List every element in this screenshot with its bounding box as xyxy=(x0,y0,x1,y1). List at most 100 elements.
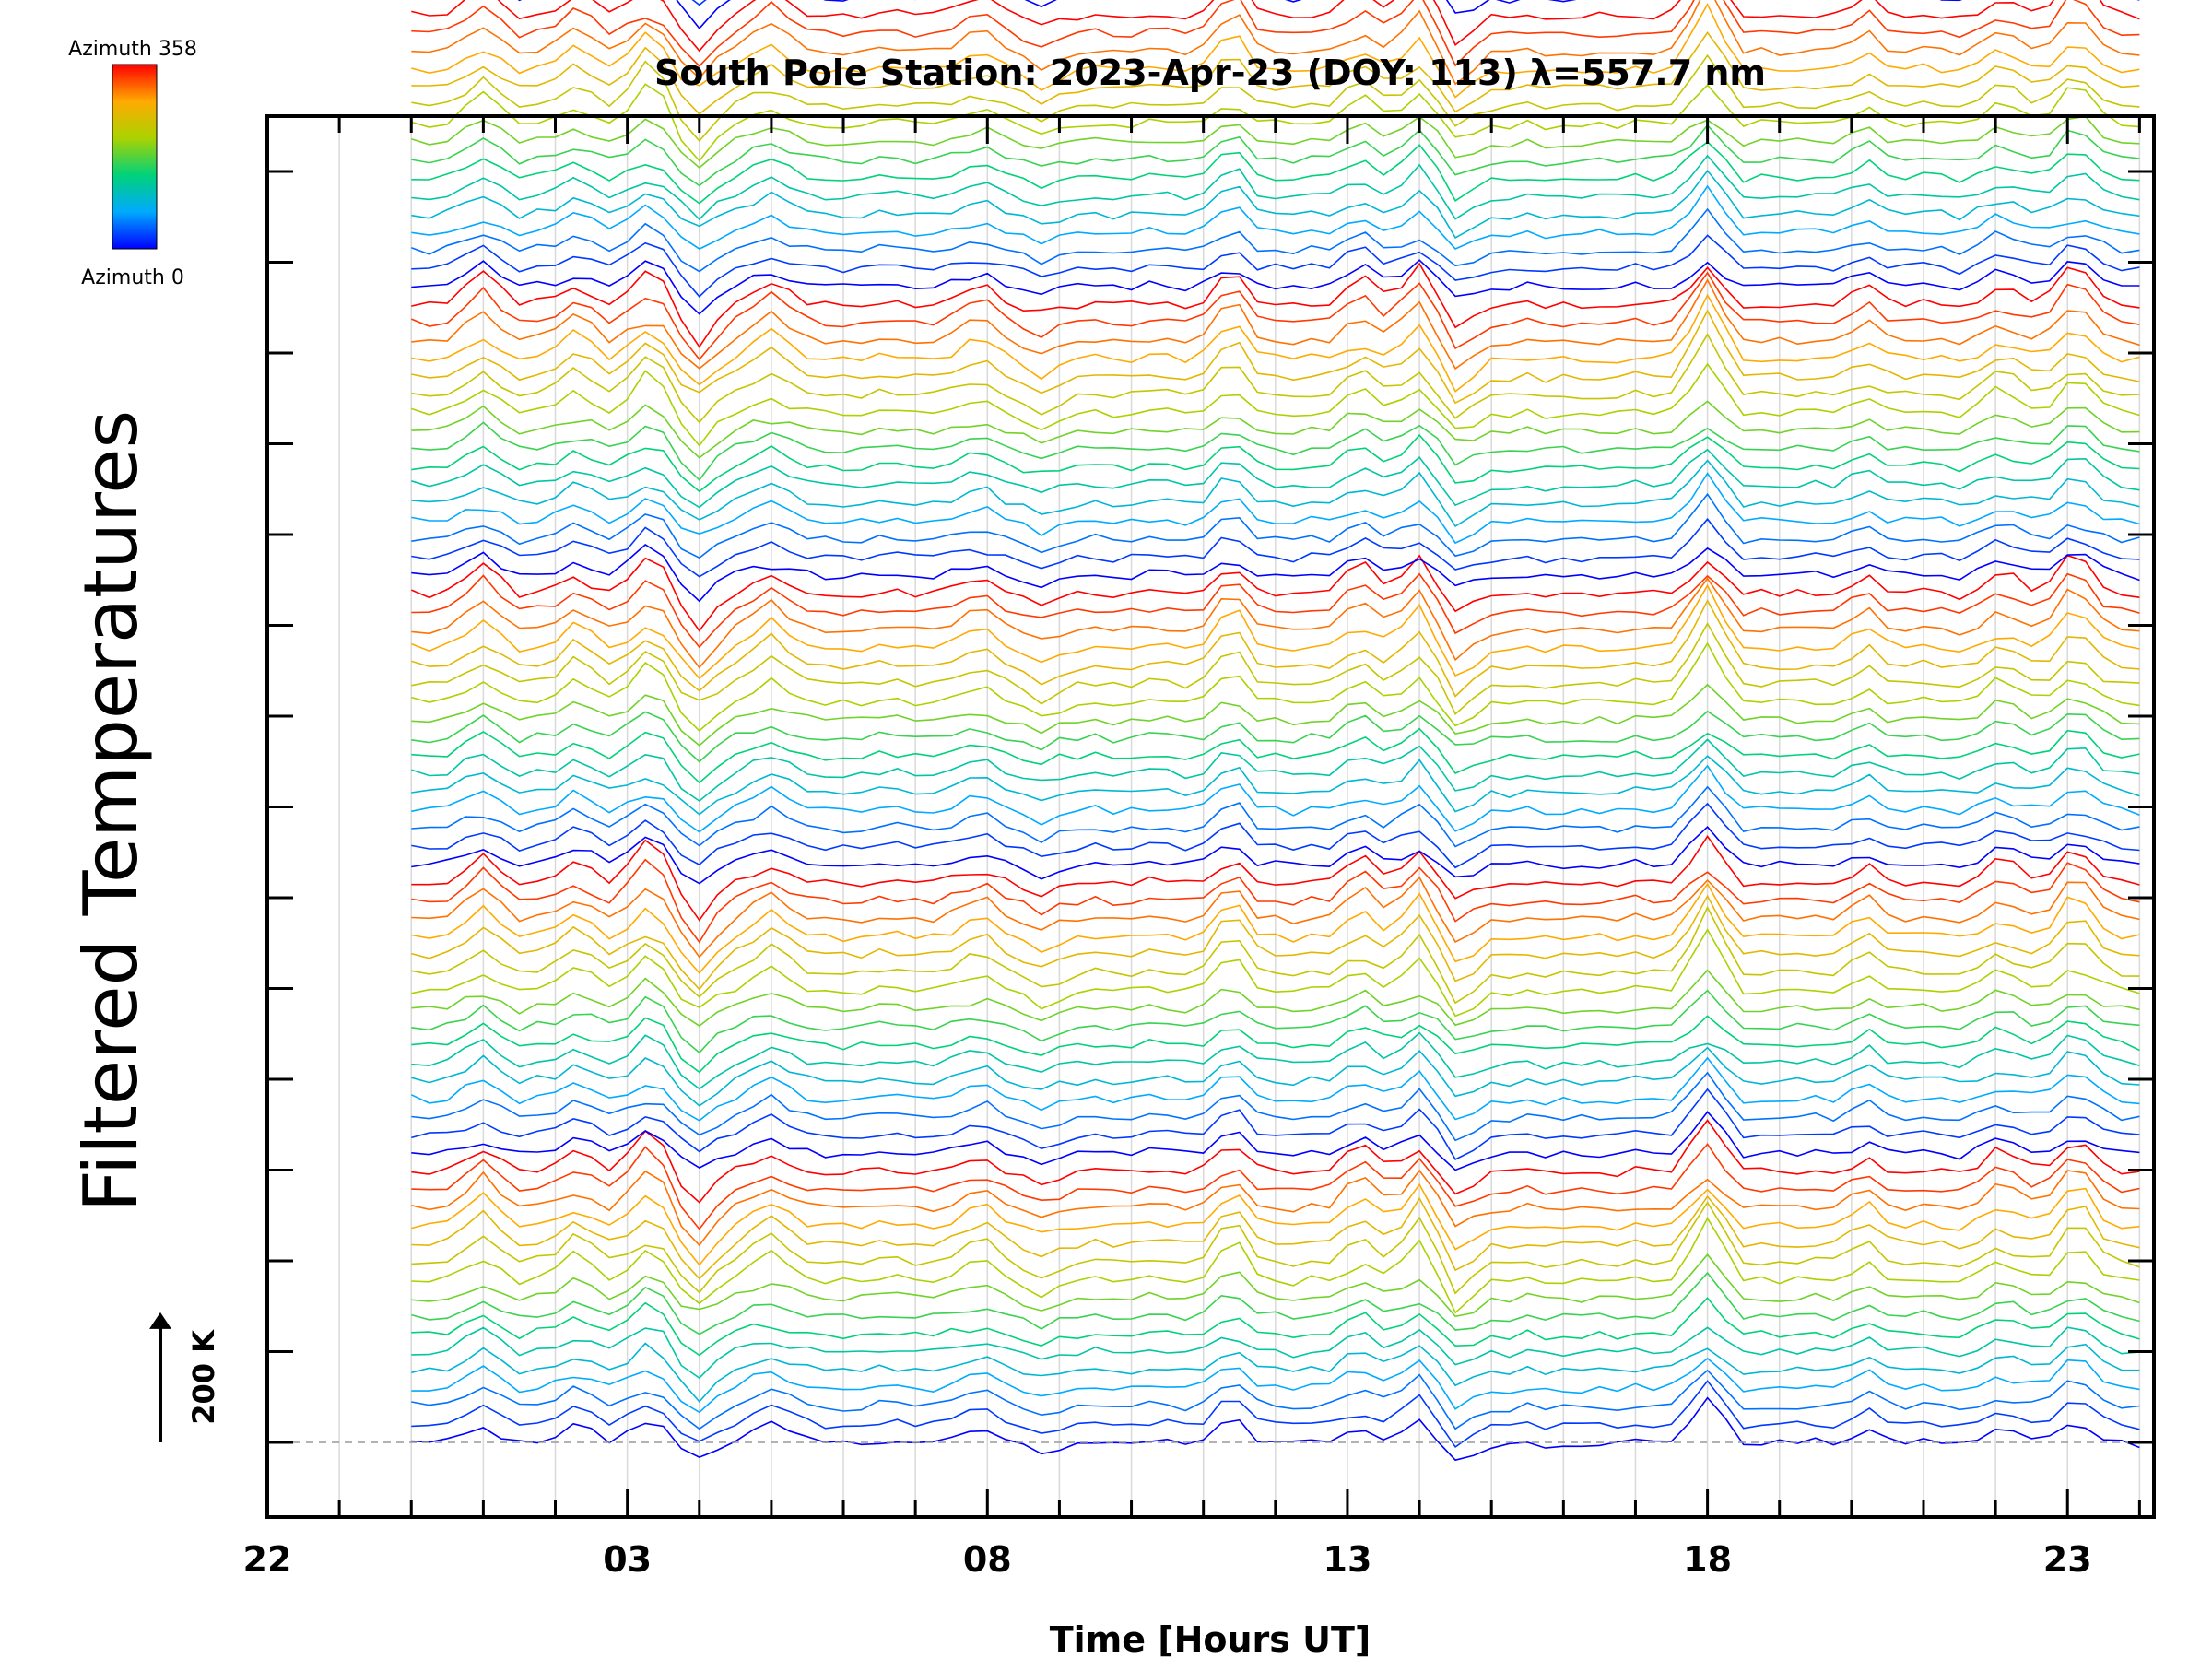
trace-line xyxy=(411,1031,2140,1090)
trace-line xyxy=(411,0,2140,86)
trace-line xyxy=(411,905,2140,1005)
trace-line xyxy=(411,1182,2140,1266)
trace-line xyxy=(411,1088,2140,1160)
trace-line xyxy=(411,834,2140,922)
trace-line xyxy=(411,1111,2140,1171)
trace-line xyxy=(411,710,2140,763)
plot-frame xyxy=(265,114,2156,1519)
trace-line xyxy=(411,882,2140,974)
x-tick-label: 22 xyxy=(243,1539,292,1580)
trace-line xyxy=(411,621,2140,716)
trace-line xyxy=(411,858,2140,944)
trace-line xyxy=(411,1169,2140,1247)
trace-line xyxy=(411,1326,2140,1380)
trace-line xyxy=(411,826,2140,885)
trace-line xyxy=(411,989,2140,1054)
trace-line xyxy=(411,448,2140,509)
trace-line xyxy=(411,1380,2140,1449)
trace-line xyxy=(411,785,2140,848)
colorbar-top-label: Azimuth 358 xyxy=(68,38,197,61)
trace-line xyxy=(411,577,2140,669)
trace-line xyxy=(411,115,2140,170)
trace-line xyxy=(411,259,2140,315)
trace-line xyxy=(411,1253,2140,1318)
trace-line xyxy=(411,1357,2140,1414)
trace-line xyxy=(411,141,2140,205)
trace-line xyxy=(411,1297,2140,1357)
trace-line xyxy=(411,0,2140,53)
y-axis-label: Filtered Temperatures xyxy=(68,410,154,1212)
trace-line xyxy=(410,554,2140,632)
trace-line xyxy=(411,876,2140,959)
trace-line xyxy=(411,764,2140,833)
trace-line xyxy=(411,1119,2140,1204)
axis-ticks xyxy=(265,116,2154,1517)
trace-line xyxy=(411,1015,2140,1074)
trace-line xyxy=(411,53,2140,143)
trace-line xyxy=(411,0,2140,67)
scale-bar: 200 K xyxy=(149,1312,221,1442)
trace-line xyxy=(411,400,2140,459)
trace-line xyxy=(411,1046,2140,1107)
trace-line xyxy=(411,802,2140,869)
vertical-gridlines xyxy=(266,116,2141,1517)
trace-line xyxy=(411,2,2140,99)
trace-line xyxy=(411,278,2140,371)
chart-title: South Pole Station: 2023-Apr-23 (DOY: 11… xyxy=(654,53,1766,93)
trace-line xyxy=(411,293,2140,393)
x-tick-label: 08 xyxy=(963,1539,1012,1580)
trace-line xyxy=(411,309,2140,405)
trace-line xyxy=(411,583,2140,680)
colorbar-gradient xyxy=(112,64,158,250)
trace-line xyxy=(411,262,2140,348)
scale-arrow-head xyxy=(149,1312,171,1329)
trace-line xyxy=(411,969,2140,1028)
trace-line xyxy=(411,234,2140,298)
trace-line xyxy=(411,459,2140,527)
trace-line xyxy=(411,1342,2140,1404)
trace-line xyxy=(517,0,2140,30)
colorbar-bottom-label: Azimuth 0 xyxy=(81,266,184,289)
trace-line xyxy=(411,517,2140,578)
x-tick-label: 23 xyxy=(2043,1539,2092,1580)
azimuth-colorbar: Azimuth 358 Azimuth 0 xyxy=(68,38,197,289)
scale-bar-label: 200 K xyxy=(186,1329,221,1425)
trace-line xyxy=(411,928,2140,1018)
trace-line xyxy=(411,1271,2140,1335)
trace-line xyxy=(411,207,2140,273)
trace-line xyxy=(410,1056,2140,1122)
trace-line xyxy=(411,894,2140,991)
trace-line xyxy=(410,271,2140,361)
x-tick-labels: 22 03 08 13 18 23 xyxy=(243,1539,2092,1580)
trace-line xyxy=(411,184,2140,251)
trace-line xyxy=(411,544,2140,603)
trace-line xyxy=(411,641,2140,732)
trace-line xyxy=(411,1201,2140,1295)
x-axis-label: Time [Hours UT] xyxy=(1050,1619,1371,1659)
trace-line xyxy=(411,683,2140,747)
trace-line xyxy=(691,0,707,6)
x-tick-label: 03 xyxy=(603,1539,652,1580)
trace-line xyxy=(411,1194,2140,1280)
trace-line xyxy=(411,333,2140,424)
trace-line xyxy=(411,727,2140,784)
trace-line xyxy=(411,492,2140,559)
trace-line xyxy=(411,572,2140,649)
trace-line xyxy=(411,362,2140,447)
trace-line xyxy=(411,472,2140,545)
trace-line xyxy=(411,124,2140,187)
trace-line xyxy=(411,1396,2140,1462)
trace-line xyxy=(411,738,2140,802)
x-tick-label: 18 xyxy=(1683,1539,1732,1580)
x-tick-label: 13 xyxy=(1324,1539,1372,1580)
trace-line xyxy=(411,1217,2140,1314)
temperature-traces xyxy=(410,0,2140,1462)
trace-line xyxy=(411,755,2140,816)
trace-line xyxy=(411,170,2140,239)
trace-line xyxy=(411,154,2140,221)
trace-line xyxy=(411,421,2140,481)
trace-line xyxy=(411,1143,2140,1230)
trace-line xyxy=(411,598,2140,698)
trace-line xyxy=(411,31,2140,115)
